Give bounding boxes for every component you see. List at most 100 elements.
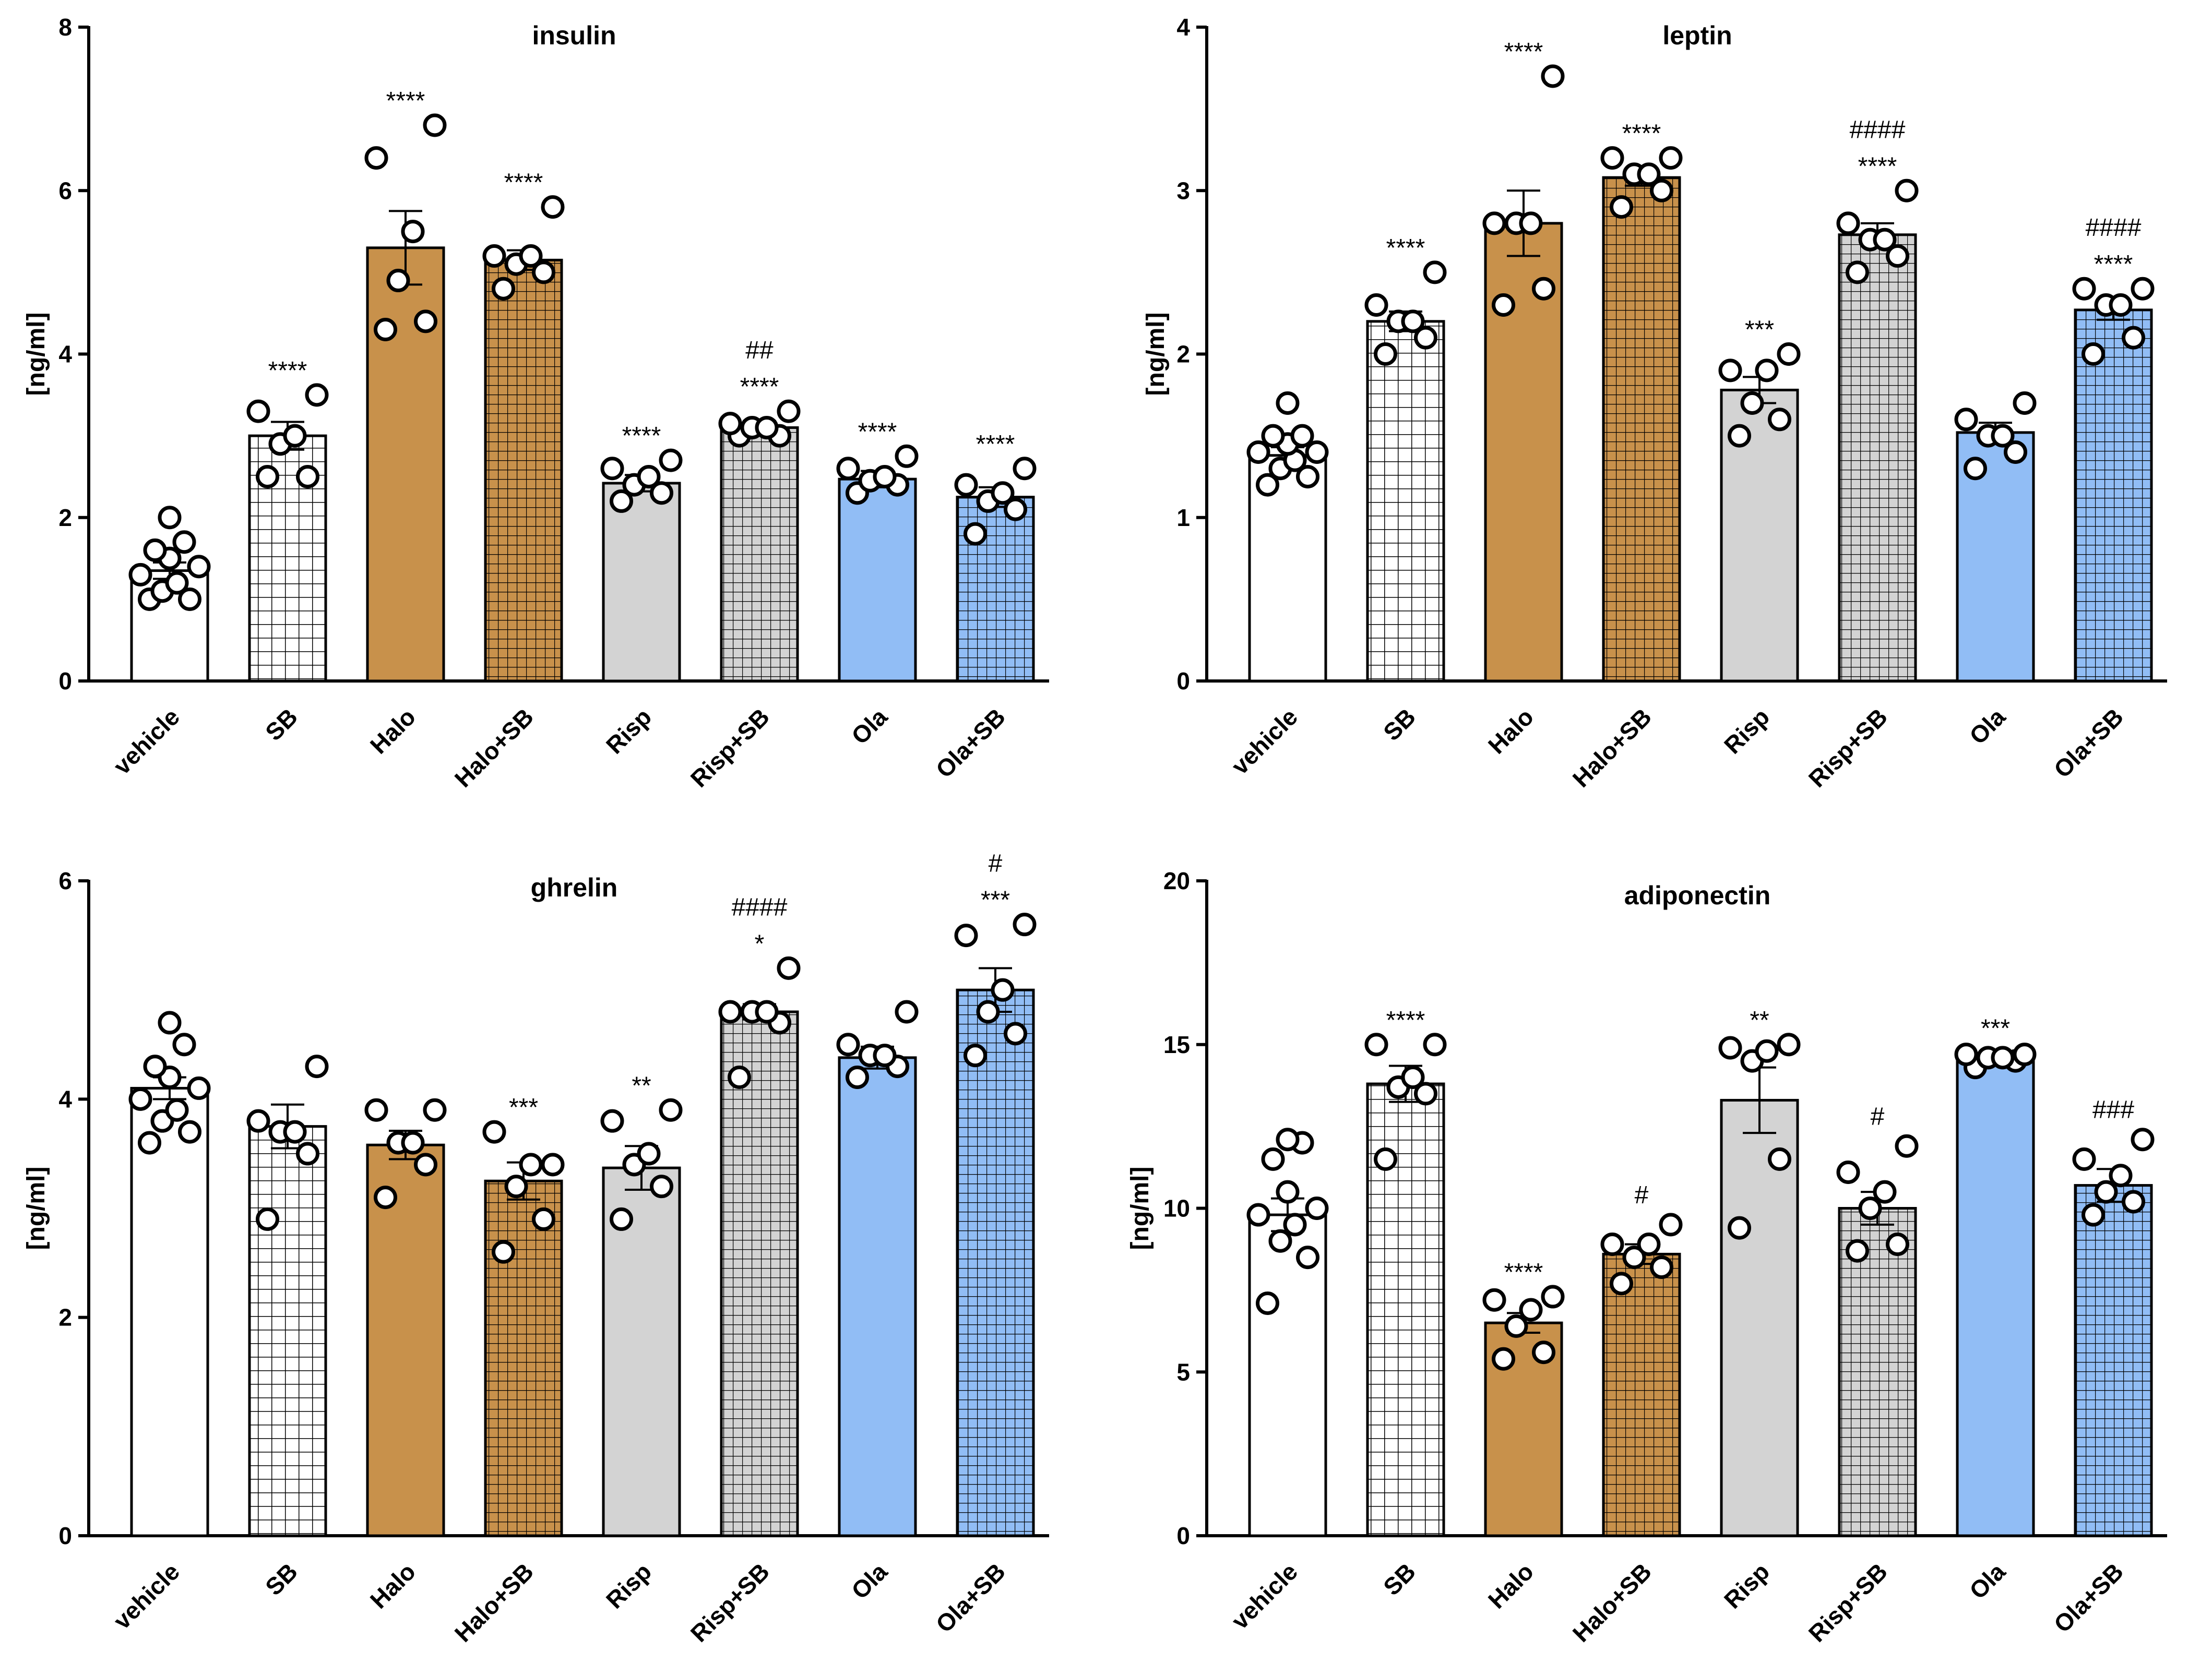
data-point [1004,1022,1027,1046]
data-point [846,1066,869,1089]
data-point [158,1011,182,1035]
data-point [1423,1033,1447,1057]
bar-Ola [838,1056,917,1537]
data-point [374,318,397,342]
chart-panel-adiponectin: adiponectin [ng/ml] 0 5 10 15 20 vehicle SB Halo H… [1126,867,2167,1647]
data-point [1246,440,1270,464]
data-point [1718,1036,1742,1060]
data-point [1305,440,1329,464]
data-point [954,924,978,948]
y-tick-label: 3 [1176,177,1190,204]
data-point [873,464,897,488]
x-tick-label: Risp+SB [1803,703,1893,792]
data-point [755,415,779,439]
significance-star: **** [740,373,779,401]
data-point [1768,1147,1791,1171]
data-point [1256,1291,1279,1315]
data-point [1637,1233,1661,1257]
bar-vehicle [130,1086,209,1537]
x-tick-label: Risp [601,1558,657,1613]
data-point [1650,178,1673,202]
data-point [482,244,506,268]
data-point [2082,1203,2105,1227]
data-point [143,1055,167,1079]
data-point [1532,1341,1555,1365]
chart-title: insulin [532,21,616,50]
data-point [2013,1043,2037,1067]
data-point [1296,1246,1319,1270]
data-point [1482,1288,1506,1312]
data-point [1276,1180,1300,1204]
bar-Halo+SB [484,258,563,683]
y-tick-label: 0 [1176,667,1190,695]
data-point [610,489,633,513]
data-point [187,1076,211,1100]
data-point [1991,1046,2015,1070]
data-point [1991,424,2015,448]
data-point [541,195,565,219]
data-point [532,1207,555,1231]
data-point [718,412,742,436]
data-point [364,1098,388,1122]
data-point [414,1153,437,1177]
data-point [256,464,279,488]
data-point [1283,1213,1307,1237]
bar-Ola [838,477,917,683]
x-tick-label: vehicle [108,703,185,780]
data-point [1755,1039,1779,1063]
x-tick-label: Halo [1483,703,1539,759]
data-point [637,1142,661,1166]
x-tick-label: Ola+SB [931,1558,1010,1637]
data-point [976,1000,1000,1024]
data-point [1846,1239,1869,1263]
significance-star: *** [981,887,1010,914]
data-point [128,563,152,587]
data-point [296,1142,319,1166]
data-point [1004,497,1027,521]
data-point [541,1153,565,1177]
significance-hash: #### [1850,116,1906,144]
data-point [1482,211,1506,235]
data-point [1964,457,1987,481]
data-point [1423,260,1447,284]
significance-hash: #### [732,893,788,921]
x-tick-label: Ola [1964,703,2011,749]
data-point [1728,424,1751,448]
data-point [1364,1033,1388,1057]
significance-star: **** [1622,120,1661,148]
bar-SB [1366,320,1445,683]
x-tick-label: Ola+SB [2049,703,2128,783]
data-point [401,1131,425,1155]
data-point [2072,1147,2096,1171]
data-point [2094,1180,2118,1204]
y-tick-label: 6 [58,867,72,894]
data-point [143,538,167,562]
data-point [1541,1285,1565,1309]
data-point [423,1098,447,1122]
data-point [1873,1180,1897,1204]
data-point [895,1000,919,1024]
x-tick-label: SB [1378,703,1421,746]
significance-star: *** [1745,316,1774,344]
y-axis-label: [ng/ml] [22,1167,50,1250]
x-tick-label: vehicle [108,1558,185,1634]
data-point [1600,1233,1624,1257]
data-point [873,1044,897,1068]
bar-Ola+SB [2074,308,2153,683]
y-tick-label: 4 [58,341,72,368]
data-point [296,464,319,488]
data-point [165,571,189,595]
y-tick-label: 6 [58,177,72,204]
significance-star: **** [622,422,661,450]
data-point [1659,146,1683,170]
significance-star: **** [1858,152,1897,180]
data-point [600,1109,624,1133]
data-point [718,1000,742,1024]
data-point [1504,1314,1528,1338]
x-tick-label: Halo+SB [1567,703,1657,792]
data-point [1256,473,1279,497]
x-tick-label: Ola [846,1558,893,1604]
data-point [128,1087,152,1111]
data-point [283,1120,307,1144]
